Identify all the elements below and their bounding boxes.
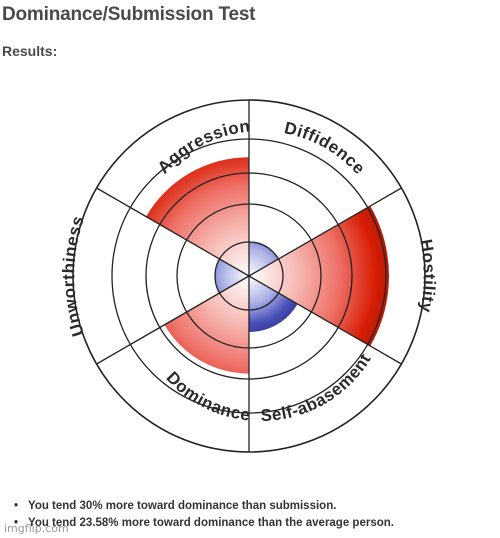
wheel-spoke-6: [96, 187, 250, 277]
sector-fill-aggression: [146, 157, 249, 276]
sector-fill-hostility: [249, 206, 389, 346]
imgflip-watermark: imgflip.com: [4, 522, 69, 535]
label-diffidence: Diffidence: [283, 118, 369, 178]
inner-wedge-2: [249, 259, 283, 293]
results-list: You tend 30% more toward dominance than …: [14, 498, 394, 532]
wheel-spoke-3: [248, 275, 402, 365]
label-hostility: Hostility: [416, 238, 439, 314]
label-unworthiness: Unworthiness: [59, 213, 88, 338]
wheel-spoke-5: [96, 275, 250, 365]
wheel-spoke-2: [248, 187, 402, 277]
result-item-dominance-vs-submission: You tend 30% more toward dominance than …: [14, 498, 394, 515]
page-title: Dominance/Submission Test: [2, 4, 256, 25]
wheel-spokes: [96, 100, 402, 452]
label-dominance: Dominance: [163, 368, 252, 425]
results-label: Results:: [2, 43, 58, 59]
inner-wedge-5: [215, 259, 249, 293]
result-item-vs-average: You tend 23.58% more toward dominance th…: [14, 515, 394, 532]
